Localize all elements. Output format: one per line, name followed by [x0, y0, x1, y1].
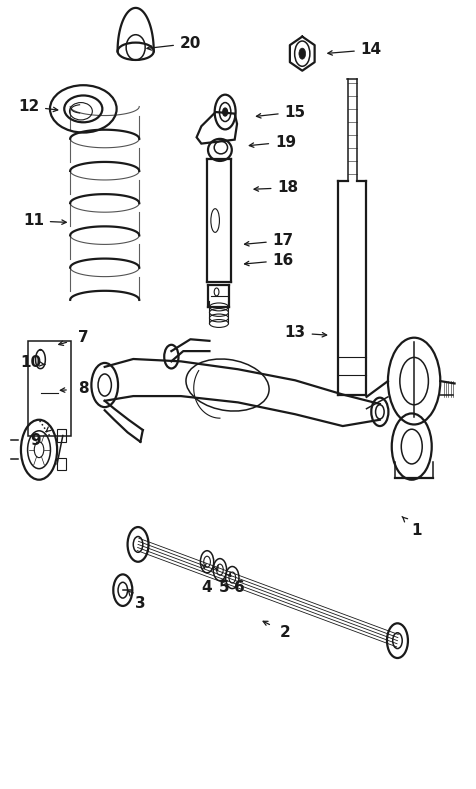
Circle shape — [299, 48, 306, 59]
Text: 12: 12 — [18, 99, 39, 114]
Text: 10: 10 — [20, 355, 41, 371]
Text: 5: 5 — [218, 580, 229, 596]
Text: 3: 3 — [135, 596, 146, 611]
Text: 19: 19 — [275, 134, 296, 150]
Text: 2: 2 — [280, 625, 291, 641]
Circle shape — [223, 108, 228, 116]
Text: 14: 14 — [361, 42, 382, 58]
Text: 18: 18 — [278, 180, 298, 196]
Text: 7: 7 — [78, 330, 89, 346]
Text: 20: 20 — [180, 36, 201, 51]
Text: 16: 16 — [273, 252, 294, 268]
Text: 6: 6 — [234, 580, 244, 596]
Text: 13: 13 — [285, 325, 306, 341]
Text: 15: 15 — [285, 104, 306, 120]
Text: 17: 17 — [273, 233, 294, 249]
Text: 9: 9 — [30, 432, 41, 448]
Text: 1: 1 — [411, 522, 422, 538]
Text: 11: 11 — [23, 213, 44, 229]
Text: 4: 4 — [202, 580, 212, 596]
Text: 8: 8 — [78, 381, 89, 397]
